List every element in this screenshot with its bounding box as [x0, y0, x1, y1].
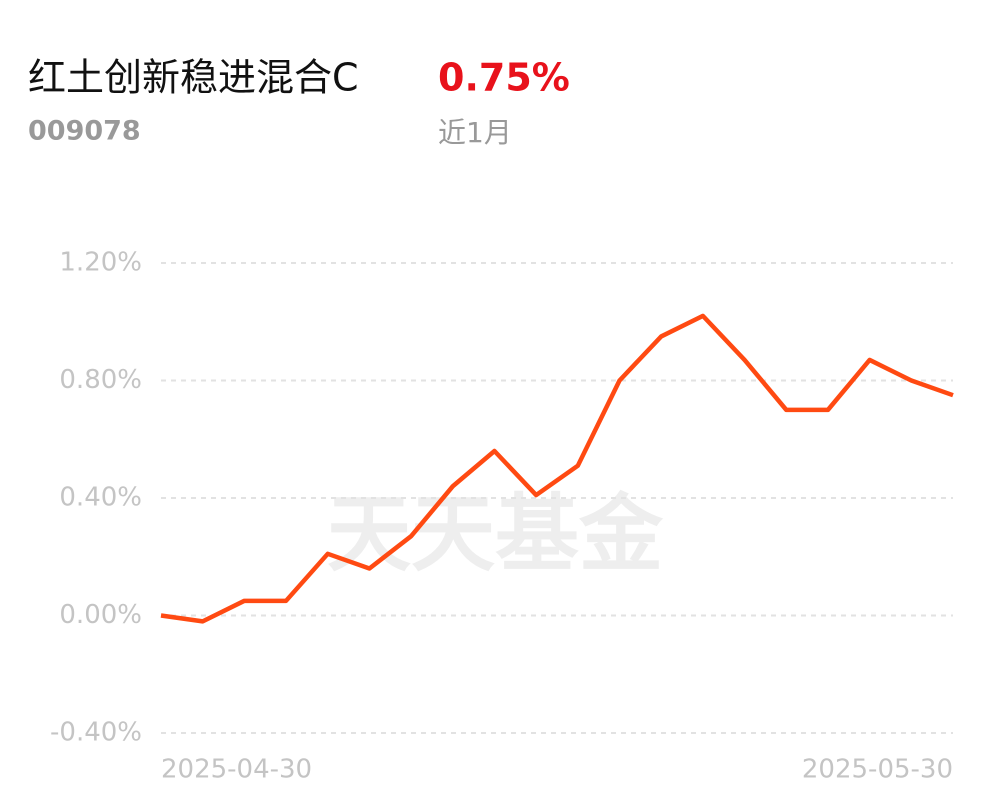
y-tick-label: 1.20% [59, 248, 142, 278]
fund-code: 009078 [28, 116, 141, 147]
y-tick-label: 0.40% [59, 483, 142, 513]
period: 近1月 [438, 116, 512, 149]
x-tick-label: 2025-04-30 [161, 755, 312, 785]
y-tick-label: -0.40% [50, 718, 142, 748]
nav-line [160, 313, 954, 624]
fund-name: 红土创新稳进混合C [28, 56, 359, 100]
watermark: 天天基金 [327, 485, 664, 583]
x-tick-label: 2025-05-30 [802, 755, 953, 785]
fund-return: 0.75% [438, 56, 570, 100]
y-tick-label: 0.80% [59, 365, 142, 395]
y-tick-label: 0.00% [59, 600, 142, 630]
